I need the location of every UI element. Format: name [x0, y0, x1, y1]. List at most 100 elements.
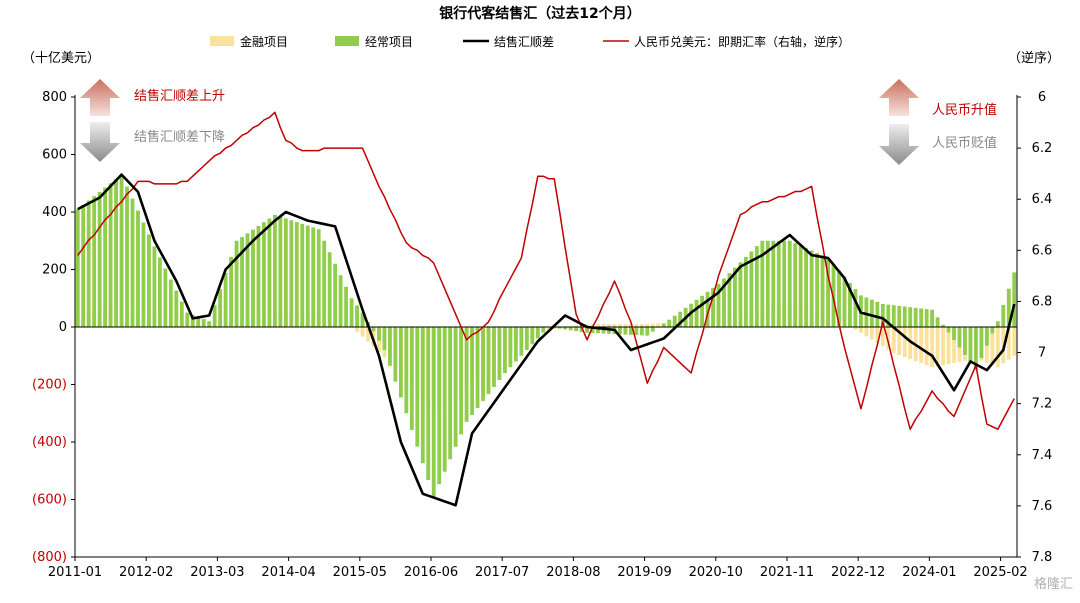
- axes: 800 600 400 200 0 (200) (400) (600) (800) 6 6.2 6.4…: [32, 90, 1052, 580]
- bar: [141, 222, 146, 327]
- bar: [826, 258, 830, 327]
- bar: [464, 327, 469, 422]
- bar: [601, 324, 606, 328]
- left-tick-label: 0: [59, 320, 67, 335]
- bar: [316, 229, 321, 327]
- bar: [349, 298, 354, 327]
- bar: [995, 321, 1000, 327]
- bar: [75, 209, 80, 328]
- bar: [891, 305, 896, 327]
- bar: [919, 327, 924, 364]
- bar: [990, 327, 995, 366]
- bar: [897, 327, 902, 355]
- bar: [618, 327, 622, 335]
- bar: [979, 327, 984, 358]
- bar: [420, 327, 425, 464]
- bar: [338, 275, 343, 327]
- bar: [634, 327, 639, 336]
- bar: [207, 321, 212, 327]
- bar: [689, 303, 694, 327]
- legend-label-financial: 金融项目: [240, 34, 288, 49]
- bar: [103, 187, 108, 327]
- left-axis-unit: （十亿美元）: [22, 51, 100, 66]
- bar: [722, 278, 726, 327]
- bar: [442, 327, 447, 472]
- bar: [623, 327, 628, 335]
- bar: [223, 272, 228, 327]
- bar: [574, 327, 579, 332]
- bar: [941, 327, 945, 366]
- bar: [185, 312, 190, 328]
- x-tick-label: 2013-03: [190, 565, 244, 580]
- legend-label-fx: 人民币兑美元：即期汇率（右轴，逆序）: [634, 34, 850, 49]
- bar: [908, 307, 913, 327]
- bar: [508, 327, 513, 368]
- bar: [163, 268, 168, 327]
- bar: [360, 312, 365, 328]
- bar: [727, 273, 732, 327]
- bar: [568, 327, 573, 331]
- down-arrow-icon: [80, 122, 120, 162]
- bar: [963, 327, 967, 356]
- x-tick-label: 2022-12: [831, 565, 885, 580]
- bar: [190, 314, 195, 327]
- right-tick-label: 7.2: [1032, 397, 1053, 412]
- legend-swatch-financial: [210, 36, 234, 46]
- bar: [294, 222, 299, 327]
- bar: [875, 327, 880, 343]
- bar: [650, 323, 655, 327]
- bar: [743, 256, 748, 327]
- bar: [448, 327, 453, 460]
- bar: [804, 248, 809, 327]
- bar: [470, 327, 474, 415]
- bar: [382, 327, 387, 350]
- bar: [81, 204, 86, 327]
- bar: [913, 307, 918, 327]
- bar: [218, 289, 223, 327]
- bar: [716, 283, 721, 328]
- series-line-fx: [77, 111, 1015, 430]
- bar: [393, 327, 398, 382]
- bar: [694, 299, 699, 327]
- bar: [634, 324, 639, 328]
- bar: [639, 324, 644, 328]
- bar: [503, 327, 507, 373]
- bar: [831, 264, 836, 327]
- bar: [607, 324, 611, 328]
- bar: [853, 327, 858, 330]
- bar: [733, 267, 737, 327]
- bar: [179, 301, 184, 327]
- bar: [897, 305, 902, 327]
- bar: [240, 237, 244, 327]
- bar: [924, 309, 929, 327]
- right-tick-label: 6.6: [1032, 243, 1053, 258]
- left-tick-label: 200: [42, 263, 67, 278]
- bar: [552, 327, 557, 330]
- bar: [278, 216, 283, 327]
- annotation-rmb-arrows: 人民币升值 人民币贬值: [879, 79, 997, 165]
- bar: [152, 246, 157, 327]
- bar: [628, 327, 633, 335]
- bar: [426, 327, 431, 480]
- bar: [946, 327, 951, 365]
- bar: [119, 174, 124, 328]
- bar: [475, 327, 480, 408]
- bar: [946, 327, 951, 333]
- annotation-surplus-down: 结售汇顺差下降: [134, 129, 225, 145]
- bar: [272, 214, 277, 328]
- legend-label-current: 经常项目: [365, 35, 413, 49]
- x-tick-label: 2020-10: [689, 565, 743, 580]
- bar: [459, 327, 464, 435]
- bar: [596, 324, 600, 328]
- bar: [267, 218, 272, 327]
- bar: [809, 250, 814, 327]
- bar: [820, 255, 825, 327]
- bar: [86, 200, 91, 327]
- bar: [645, 324, 650, 328]
- x-tick-label: 2021-11: [760, 565, 814, 580]
- bar: [453, 327, 458, 447]
- bar: [344, 286, 349, 327]
- bar: [957, 327, 962, 348]
- up-arrow-icon: [80, 79, 120, 116]
- bar: [952, 327, 956, 363]
